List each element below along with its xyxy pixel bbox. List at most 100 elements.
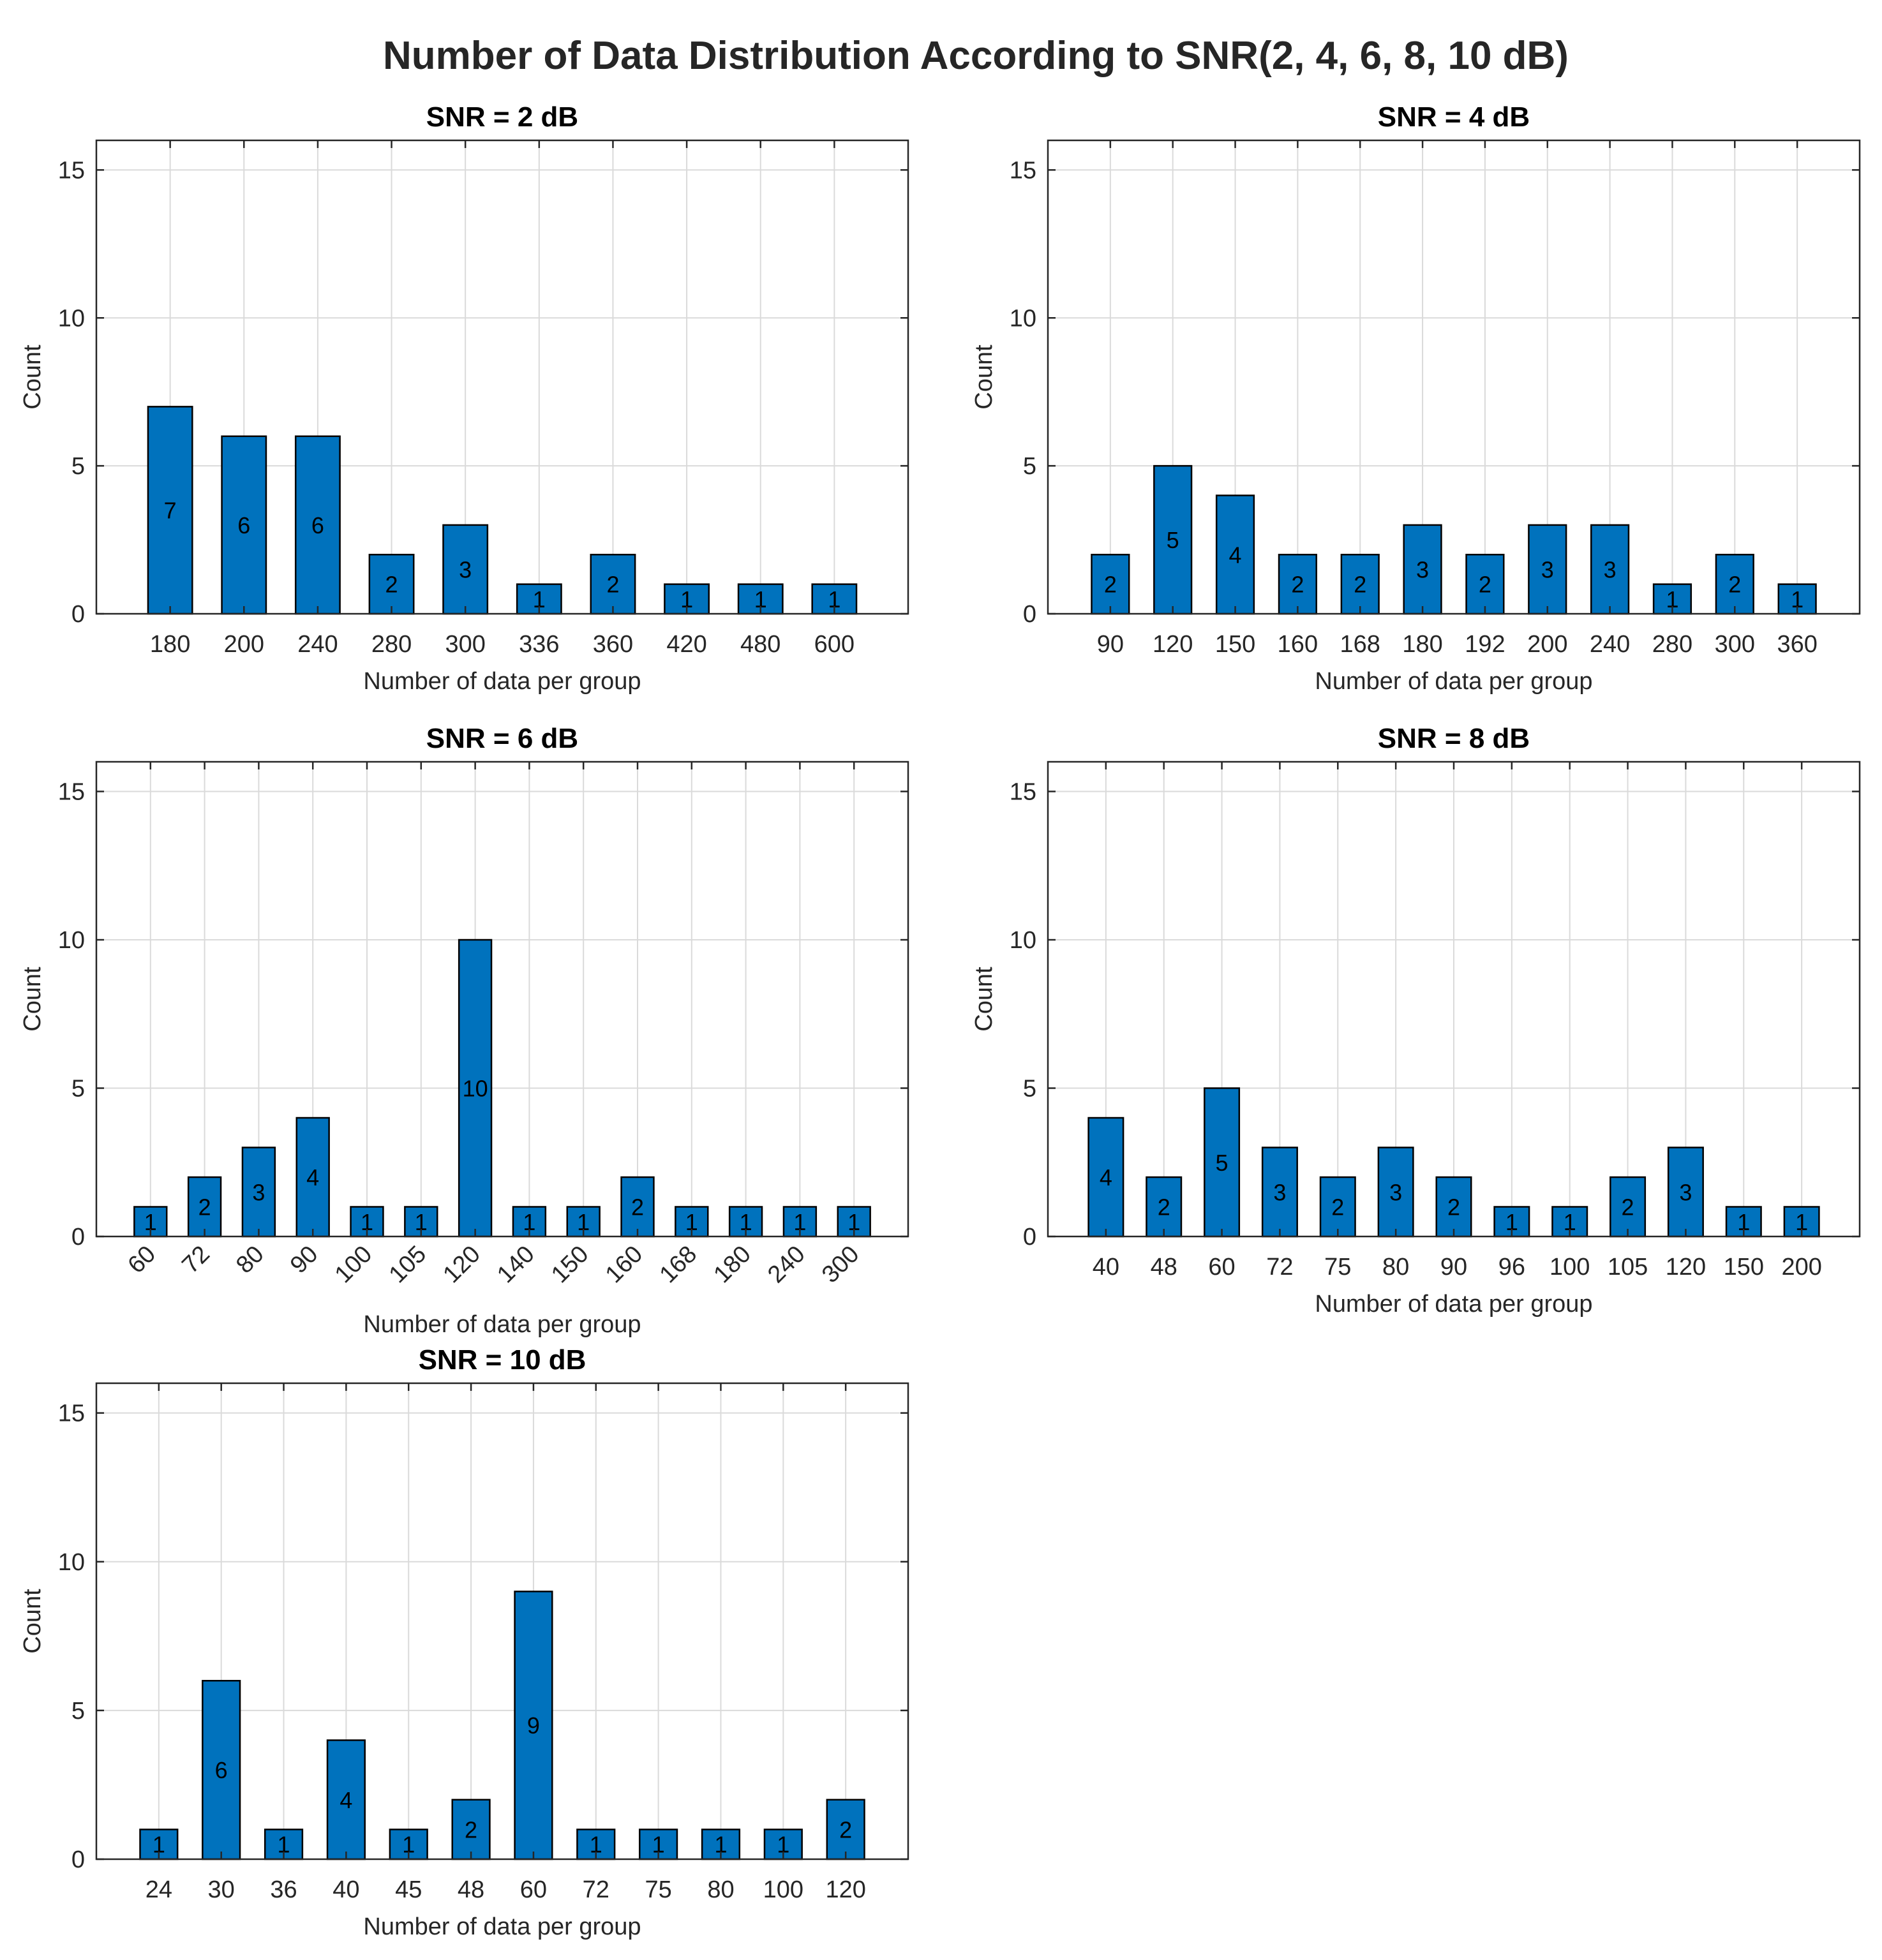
bar-value-label: 1 bbox=[523, 1209, 535, 1235]
x-tick-label: 200 bbox=[1781, 1254, 1821, 1281]
bar-value-label: 2 bbox=[1291, 572, 1304, 598]
y-tick-label: 0 bbox=[71, 1224, 85, 1251]
bar bbox=[295, 1117, 330, 1238]
bar-value-label: 5 bbox=[1167, 527, 1179, 553]
bar bbox=[1590, 524, 1630, 615]
bar-value-label: 2 bbox=[1354, 572, 1366, 598]
bar-value-label: 1 bbox=[1564, 1209, 1576, 1235]
bar-value-label: 1 bbox=[714, 1832, 727, 1858]
bar-value-label: 1 bbox=[1666, 586, 1678, 612]
bar-value-label: 2 bbox=[631, 1194, 644, 1221]
x-tick-label: 36 bbox=[270, 1876, 297, 1903]
x-tick-label: 72 bbox=[583, 1876, 609, 1903]
bar-value-label: 3 bbox=[252, 1179, 265, 1205]
x-axis-label: Number of data per group bbox=[363, 1311, 641, 1338]
bar-value-label: 6 bbox=[237, 512, 250, 538]
bar bbox=[1465, 554, 1505, 615]
y-axis-label: Count bbox=[971, 345, 997, 410]
bar-value-label: 2 bbox=[1447, 1194, 1460, 1221]
bar-value-label: 1 bbox=[777, 1832, 789, 1858]
bar-value-label: 1 bbox=[1791, 586, 1804, 612]
bar-value-label: 1 bbox=[848, 1209, 860, 1235]
x-tick-label: 280 bbox=[1652, 631, 1692, 658]
y-tick-label: 0 bbox=[1023, 601, 1036, 628]
y-tick-label: 10 bbox=[58, 305, 85, 332]
axes-frame bbox=[95, 139, 909, 615]
bar bbox=[1667, 1147, 1704, 1238]
y-tick-label: 10 bbox=[1010, 927, 1036, 954]
bar-value-label: 2 bbox=[606, 572, 619, 598]
bar-value-label: 1 bbox=[740, 1209, 752, 1235]
x-tick-label: 24 bbox=[146, 1876, 172, 1903]
x-tick-label: 60 bbox=[520, 1876, 547, 1903]
x-tick-label: 180 bbox=[150, 631, 190, 658]
x-tick-label: 90 bbox=[1097, 631, 1124, 658]
bar bbox=[294, 435, 341, 615]
x-tick-label: 600 bbox=[814, 631, 855, 658]
x-tick-label: 180 bbox=[1402, 631, 1442, 658]
y-tick-label: 15 bbox=[58, 157, 85, 184]
x-tick-label: 192 bbox=[1465, 631, 1505, 658]
bar-value-label: 1 bbox=[828, 586, 840, 612]
bar bbox=[442, 524, 489, 615]
bar bbox=[1153, 464, 1193, 615]
subplot-title: SNR = 10 dB bbox=[419, 1344, 586, 1376]
bar-value-label: 2 bbox=[198, 1194, 211, 1221]
bar-value-label: 3 bbox=[1273, 1179, 1286, 1205]
bar-value-label: 1 bbox=[153, 1832, 165, 1858]
y-axis-label: Count bbox=[19, 967, 46, 1032]
bar-value-label: 2 bbox=[1479, 572, 1491, 598]
bar bbox=[1528, 524, 1567, 615]
subplot-title: SNR = 6 dB bbox=[426, 723, 578, 754]
y-tick-label: 10 bbox=[58, 1549, 85, 1576]
bar-value-label: 3 bbox=[1604, 556, 1617, 583]
bar-value-label: 1 bbox=[361, 1209, 373, 1235]
bar-value-label: 2 bbox=[1728, 572, 1741, 598]
x-tick-label: 40 bbox=[332, 1876, 359, 1903]
y-tick-label: 5 bbox=[71, 1698, 85, 1725]
bar-value-label: 2 bbox=[1158, 1194, 1170, 1221]
bar bbox=[1340, 554, 1380, 615]
bar-value-label: 1 bbox=[680, 586, 693, 612]
y-tick-label: 15 bbox=[1010, 157, 1036, 184]
x-tick-label: 150 bbox=[1215, 631, 1255, 658]
x-tick-label: 160 bbox=[1278, 631, 1318, 658]
bar-value-label: 1 bbox=[754, 586, 767, 612]
x-tick-label: 80 bbox=[1382, 1254, 1409, 1281]
x-axis-label: Number of data per group bbox=[1315, 1291, 1592, 1318]
x-tick-label: 60 bbox=[1208, 1254, 1235, 1281]
bar-value-label: 1 bbox=[278, 1832, 290, 1858]
bar bbox=[187, 1176, 222, 1238]
bar-value-label: 7 bbox=[164, 498, 177, 524]
bar bbox=[590, 554, 636, 615]
x-tick-label: 120 bbox=[1666, 1254, 1706, 1281]
bar bbox=[1146, 1176, 1183, 1238]
axes-background bbox=[96, 140, 908, 614]
x-tick-label: 105 bbox=[1608, 1254, 1648, 1281]
x-tick-label: 80 bbox=[707, 1876, 734, 1903]
bar bbox=[326, 1739, 366, 1860]
y-tick-label: 0 bbox=[1023, 1224, 1036, 1251]
bar bbox=[241, 1147, 276, 1238]
y-tick-label: 15 bbox=[1010, 779, 1036, 806]
bar-value-label: 1 bbox=[1795, 1209, 1808, 1235]
y-axis-label: Count bbox=[971, 967, 997, 1032]
bar-value-label: 1 bbox=[1737, 1209, 1750, 1235]
bar bbox=[202, 1680, 241, 1860]
bar-value-label: 9 bbox=[527, 1712, 540, 1739]
x-tick-label: 200 bbox=[1527, 631, 1567, 658]
bar bbox=[1261, 1147, 1298, 1238]
subplot-title: SNR = 2 dB bbox=[426, 101, 578, 133]
bar bbox=[1609, 1176, 1647, 1238]
x-tick-label: 240 bbox=[297, 631, 338, 658]
x-tick-label: 300 bbox=[445, 631, 485, 658]
axes-frame bbox=[95, 761, 909, 1238]
bar bbox=[1403, 524, 1442, 615]
x-axis-label: Number of data per group bbox=[1315, 668, 1592, 695]
x-tick-label: 168 bbox=[1340, 631, 1380, 658]
x-tick-label: 200 bbox=[224, 631, 264, 658]
